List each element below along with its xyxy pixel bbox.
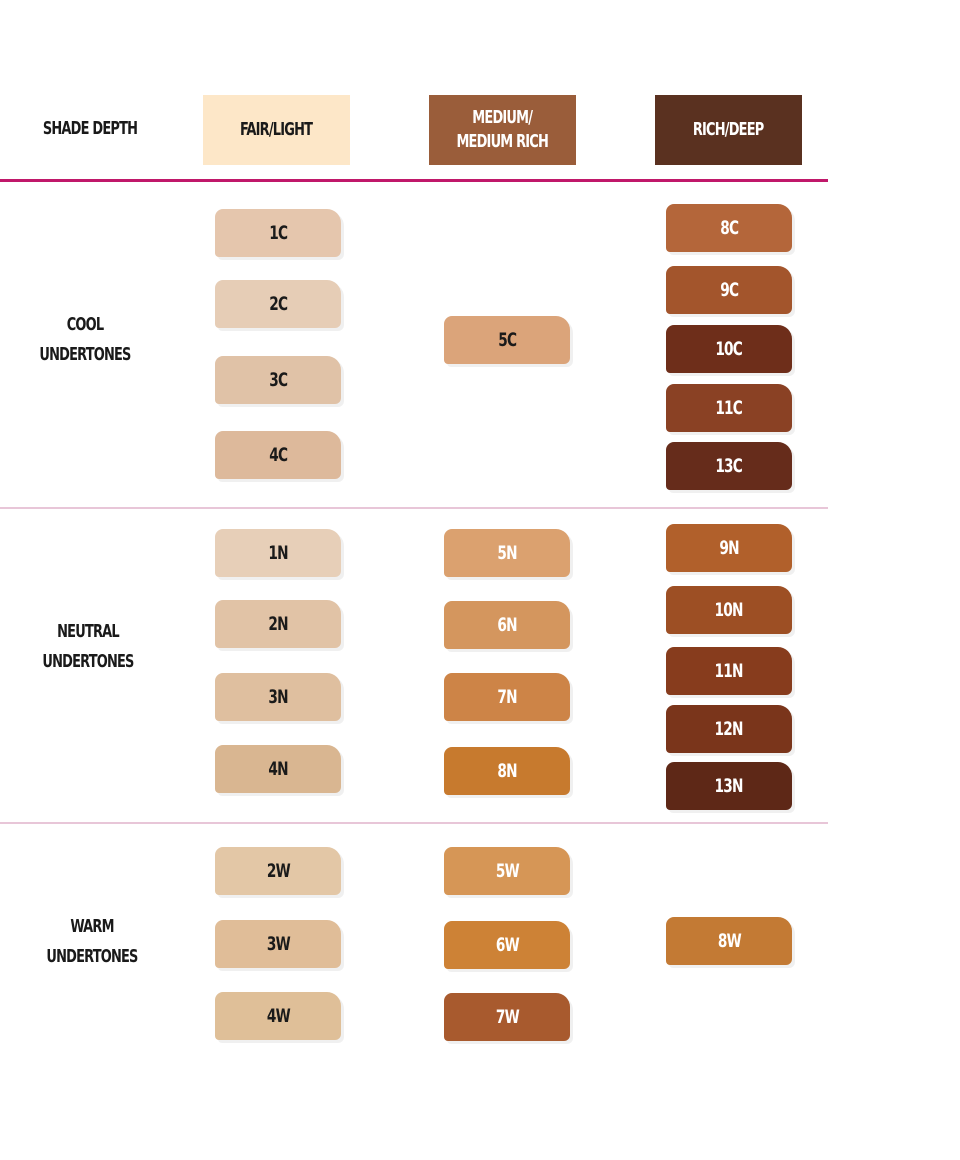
shade-swatch-4w[interactable]: 4W: [215, 992, 341, 1040]
header-label-line2: MEDIUM RICH: [456, 131, 549, 152]
shade-swatch-1n[interactable]: 1N: [215, 529, 341, 577]
shade-swatch-12n[interactable]: 12N: [666, 705, 792, 753]
shade-depth-label: SHADE DEPTH: [42, 118, 138, 139]
shade-swatch-9c[interactable]: 9C: [666, 266, 792, 314]
row-label-line1: NEUTRAL: [57, 621, 120, 642]
shade-code: 6W: [495, 934, 519, 956]
shade-code: 5N: [497, 542, 517, 564]
shade-swatch-6n[interactable]: 6N: [444, 601, 570, 649]
shade-swatch-6w[interactable]: 6W: [444, 921, 570, 969]
shade-code: 13N: [714, 775, 744, 797]
row-label-line2: UNDERTONES: [39, 344, 131, 365]
shade-swatch-7n[interactable]: 7N: [444, 673, 570, 721]
shade-swatch-3w[interactable]: 3W: [215, 920, 341, 968]
shade-swatch-5c[interactable]: 5C: [444, 316, 570, 364]
shade-code: 3N: [268, 686, 288, 708]
shade-swatch-5w[interactable]: 5W: [444, 847, 570, 895]
shade-code: 3C: [269, 369, 288, 391]
fair-light-header: FAIR/LIGHT: [203, 95, 350, 165]
shade-code: 9N: [719, 537, 739, 559]
header-label: RICH/DEEP: [693, 119, 764, 140]
shade-swatch-10n[interactable]: 10N: [666, 586, 792, 634]
row-label-cool: COOL UNDERTONES: [10, 310, 160, 370]
shade-code: 12N: [714, 718, 744, 740]
shade-code: 5C: [498, 329, 517, 351]
shade-swatch-7w[interactable]: 7W: [444, 993, 570, 1041]
shade-swatch-2w[interactable]: 2W: [215, 847, 341, 895]
shade-code: 5W: [495, 860, 519, 882]
shade-code: 6N: [497, 614, 517, 636]
shade-code: 8C: [720, 217, 739, 239]
shade-code: 9C: [720, 279, 739, 301]
shade-code: 8W: [717, 930, 741, 952]
rich-deep-header: RICH/DEEP: [655, 95, 802, 165]
shade-swatch-2n[interactable]: 2N: [215, 600, 341, 648]
shade-code: 10C: [715, 338, 743, 360]
shade-code: 2C: [269, 293, 288, 315]
shade-swatch-8w[interactable]: 8W: [666, 917, 792, 965]
shade-code: 1N: [268, 542, 288, 564]
row-label-line2: UNDERTONES: [42, 651, 134, 672]
shade-swatch-11n[interactable]: 11N: [666, 647, 792, 695]
shade-code: 4W: [266, 1005, 290, 1027]
shade-code: 3W: [266, 933, 290, 955]
shade-code: 7N: [497, 686, 517, 708]
shade-swatch-13n[interactable]: 13N: [666, 762, 792, 810]
medium-header: MEDIUM/MEDIUM RICH: [429, 95, 576, 165]
row-divider: [0, 822, 828, 824]
row-divider: [0, 507, 828, 509]
shade-swatch-13c[interactable]: 13C: [666, 442, 792, 490]
shade-code: 10N: [714, 599, 744, 621]
shade-swatch-2c[interactable]: 2C: [215, 280, 341, 328]
header-divider: [0, 179, 828, 182]
shade-swatch-11c[interactable]: 11C: [666, 384, 792, 432]
shade-code: 13C: [715, 455, 743, 477]
row-label-neutral: NEUTRAL UNDERTONES: [13, 617, 163, 677]
shade-swatch-1c[interactable]: 1C: [215, 209, 341, 257]
row-label-line1: COOL: [66, 314, 104, 335]
shade-swatch-9n[interactable]: 9N: [666, 524, 792, 572]
shade-code: 8N: [497, 760, 517, 782]
shade-swatch-5n[interactable]: 5N: [444, 529, 570, 577]
shade-swatch-10c[interactable]: 10C: [666, 325, 792, 373]
shade-swatch-8c[interactable]: 8C: [666, 204, 792, 252]
header-label-line1: MEDIUM/: [472, 107, 534, 128]
shade-code: 11C: [715, 397, 743, 419]
shade-swatch-8n[interactable]: 8N: [444, 747, 570, 795]
shade-code: 2W: [266, 860, 290, 882]
shade-swatch-3c[interactable]: 3C: [215, 356, 341, 404]
header-label: FAIR/LIGHT: [240, 119, 313, 140]
shade-code: 7W: [495, 1006, 519, 1028]
shade-code: 11N: [714, 660, 744, 682]
row-label-warm: WARM UNDERTONES: [17, 912, 167, 972]
shade-code: 1C: [269, 222, 288, 244]
shade-swatch-4n[interactable]: 4N: [215, 745, 341, 793]
row-label-line1: WARM: [70, 916, 114, 937]
shade-swatch-3n[interactable]: 3N: [215, 673, 341, 721]
shade-swatch-4c[interactable]: 4C: [215, 431, 341, 479]
shade-code: 2N: [268, 613, 288, 635]
shade-code: 4C: [269, 444, 288, 466]
shade-code: 4N: [268, 758, 288, 780]
row-label-line2: UNDERTONES: [46, 946, 138, 967]
